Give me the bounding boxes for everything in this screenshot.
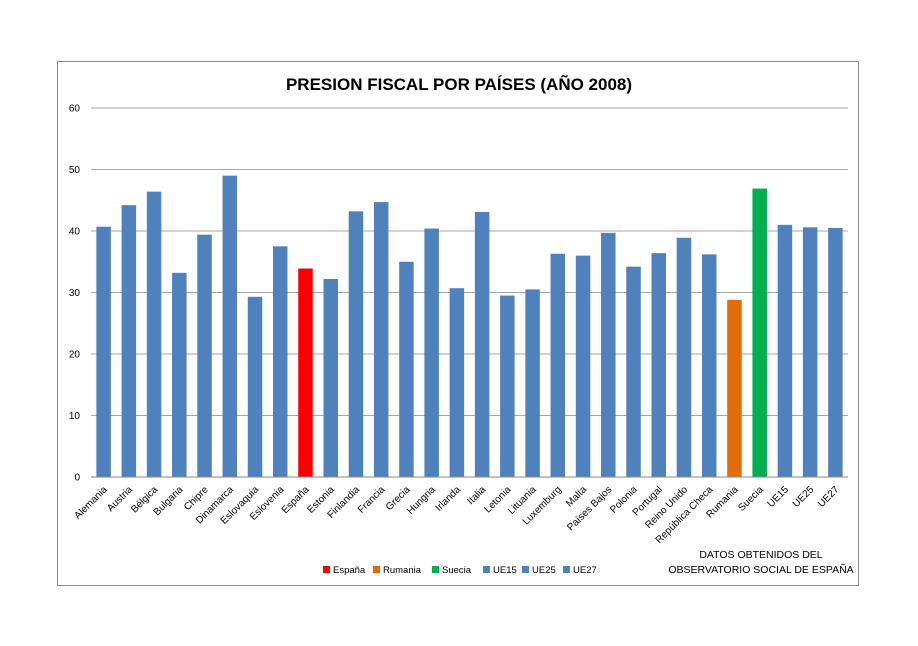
chart-frame: PRESION FISCAL POR PAÍSES (AÑO 2008) 0 10…	[57, 61, 859, 586]
y-tick-label: 20	[69, 350, 81, 361]
x-tick-label: Irlanda	[434, 484, 464, 514]
bar	[172, 272, 187, 477]
legend: España Rumania Suecia UE15 UE25 UE27	[323, 565, 597, 576]
gridlines	[91, 107, 848, 416]
bar	[449, 288, 465, 477]
bar	[651, 253, 666, 477]
bar	[676, 237, 692, 477]
x-tick-label: UE25	[791, 484, 817, 510]
y-axis-ticks: 0 10 20 30 40 50 60	[69, 104, 81, 484]
bar	[373, 202, 389, 477]
y-tick-label: 0	[74, 473, 80, 484]
bar	[146, 191, 162, 477]
x-tick-label: Alemania	[72, 484, 110, 522]
bar	[121, 205, 137, 478]
bar	[828, 227, 843, 477]
chart-title: PRESION FISCAL POR PAÍSES (AÑO 2008)	[286, 74, 632, 94]
y-tick-label: 10	[69, 411, 81, 422]
legend-swatch	[432, 566, 439, 573]
x-tick-label: Hungria	[405, 484, 438, 517]
x-tick-label: Suecia	[736, 484, 766, 514]
bar	[424, 228, 439, 477]
x-tick-label: UE27	[816, 484, 842, 510]
bar	[222, 175, 238, 477]
x-tick-label: España	[280, 484, 312, 516]
y-tick-label: 40	[69, 227, 81, 238]
bar	[727, 299, 742, 477]
bar	[601, 232, 616, 477]
bar	[474, 211, 490, 477]
bars	[96, 175, 843, 478]
x-tick-label: Francia	[356, 484, 388, 516]
bar	[550, 253, 566, 477]
x-tick-label: UE15	[766, 484, 792, 510]
legend-label: Suecia	[442, 565, 472, 576]
bar	[247, 296, 263, 477]
legend-swatch	[483, 566, 490, 573]
bar	[525, 289, 540, 477]
bar	[399, 261, 414, 477]
source-note-line-1: DATOS OBTENIDOS DEL	[699, 549, 822, 561]
bar	[197, 234, 212, 477]
bar	[348, 211, 364, 477]
legend-label: UE27	[573, 565, 597, 576]
bar	[701, 254, 717, 477]
bar	[626, 266, 641, 477]
bar	[802, 227, 818, 477]
bar	[96, 226, 111, 477]
bar	[298, 268, 313, 477]
legend-label: España	[333, 565, 366, 576]
bar	[500, 295, 515, 477]
y-tick-label: 30	[69, 288, 81, 299]
bar-chart: PRESION FISCAL POR PAÍSES (AÑO 2008) 0 10…	[69, 74, 854, 576]
bar	[273, 246, 288, 477]
bar	[777, 224, 793, 477]
source-note: DATOS OBTENIDOS DEL OBSERVATORIO SOCIAL …	[668, 549, 853, 576]
legend-swatch	[563, 566, 570, 573]
y-tick-label: 50	[69, 165, 81, 176]
legend-swatch	[323, 566, 330, 573]
x-axis-labels: AlemaniaAustriaBélgicaBulgariaChipreDina…	[72, 484, 841, 546]
bar	[575, 255, 591, 477]
legend-label: Rumania	[383, 565, 422, 576]
source-note-line-2: OBSERVATORIO SOCIAL DE ESPAÑA	[668, 563, 853, 576]
legend-swatch	[373, 566, 380, 573]
legend-swatch	[522, 566, 529, 573]
legend-label: UE25	[532, 565, 556, 576]
bar	[752, 188, 767, 477]
bar	[323, 278, 338, 477]
legend-label: UE15	[493, 565, 517, 576]
y-tick-label: 60	[69, 104, 81, 115]
